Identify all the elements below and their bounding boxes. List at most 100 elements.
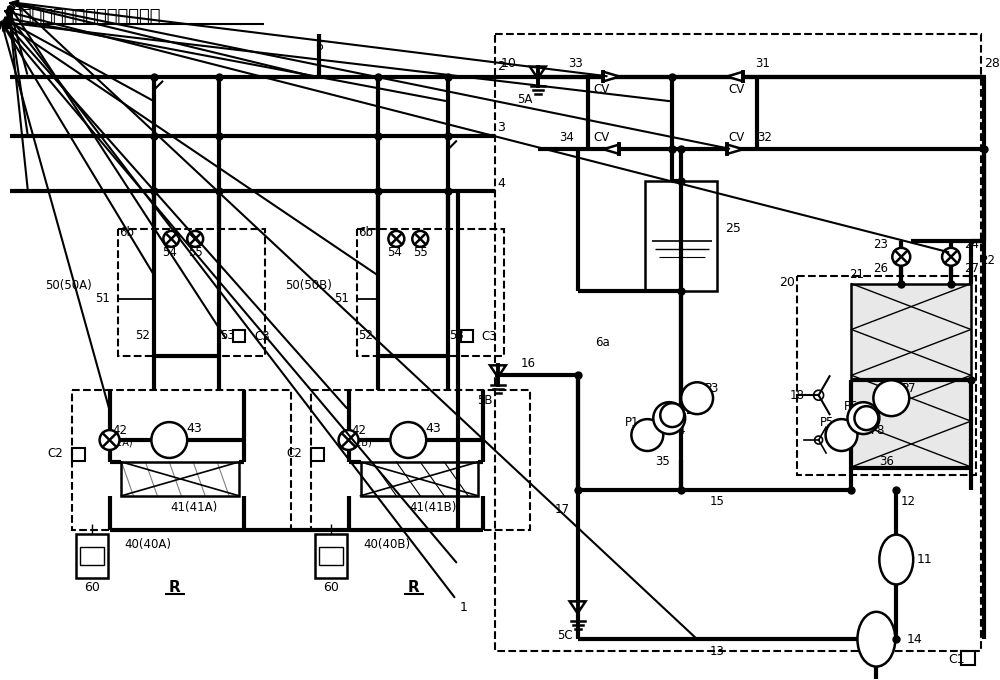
Text: R: R [407, 580, 419, 595]
Text: CV: CV [593, 131, 610, 143]
Circle shape [388, 231, 404, 247]
Circle shape [187, 231, 203, 247]
Text: 10: 10 [501, 57, 517, 70]
Text: 27: 27 [964, 262, 979, 275]
Text: 28: 28 [984, 57, 1000, 70]
Circle shape [854, 406, 878, 430]
Circle shape [390, 422, 426, 458]
Text: 52: 52 [358, 329, 373, 342]
Text: 20: 20 [779, 276, 795, 289]
Text: 6: 6 [315, 40, 323, 53]
Text: C3: C3 [254, 330, 270, 343]
Text: 50(50A): 50(50A) [45, 279, 92, 292]
Text: 14: 14 [906, 632, 922, 646]
Text: 40(40B): 40(40B) [363, 538, 411, 551]
Text: 53: 53 [449, 329, 463, 342]
Bar [319, 547, 343, 564]
Circle shape [660, 403, 684, 427]
Text: 43: 43 [425, 422, 441, 435]
Text: C2: C2 [47, 447, 63, 460]
Circle shape [631, 419, 663, 451]
Bar [797, 275, 976, 475]
Circle shape [892, 248, 910, 266]
Text: 50(50B): 50(50B) [285, 279, 332, 292]
Text: 41(41B): 41(41B) [410, 501, 457, 514]
Text: P4: P4 [672, 424, 686, 437]
Text: 60: 60 [323, 581, 339, 594]
Polygon shape [603, 144, 619, 154]
Bar [76, 534, 108, 579]
Text: 2: 2 [497, 60, 505, 73]
Text: 6b: 6b [359, 226, 374, 239]
Text: 55: 55 [413, 246, 428, 259]
Bar [233, 330, 245, 343]
Text: 1: 1 [460, 601, 468, 614]
Text: 42: 42 [112, 424, 127, 437]
Circle shape [151, 422, 187, 458]
Text: 51: 51 [334, 292, 349, 305]
Bar [80, 547, 104, 564]
Bar [495, 34, 981, 651]
Text: 12: 12 [901, 495, 916, 508]
Ellipse shape [857, 612, 895, 666]
Bar [311, 390, 530, 530]
Circle shape [847, 402, 879, 434]
Polygon shape [727, 72, 743, 82]
Text: 5A: 5A [517, 93, 533, 106]
Text: 21: 21 [849, 268, 864, 282]
Text: P1: P1 [625, 415, 640, 428]
Bar [118, 229, 265, 356]
Circle shape [412, 231, 428, 247]
Text: 24: 24 [964, 239, 979, 252]
Text: 6a: 6a [595, 336, 610, 349]
Text: 6b: 6b [120, 226, 135, 239]
Text: (42B): (42B) [345, 437, 372, 447]
Polygon shape [570, 601, 586, 613]
Polygon shape [727, 144, 743, 154]
Text: 52: 52 [135, 329, 150, 342]
Circle shape [814, 390, 824, 401]
Bar [961, 651, 975, 665]
Text: 43: 43 [186, 422, 202, 435]
Text: 5C: 5C [557, 629, 572, 642]
Bar [121, 462, 239, 496]
Text: 36: 36 [879, 456, 894, 469]
Text: C2: C2 [286, 447, 302, 460]
Text: 23: 23 [873, 239, 888, 252]
Text: 18: 18 [790, 389, 805, 402]
Bar [851, 284, 971, 468]
Text: 32: 32 [757, 131, 772, 143]
Text: C3: C3 [481, 330, 497, 343]
Bar [315, 534, 347, 579]
Text: 4: 4 [497, 177, 505, 190]
Bar [311, 448, 324, 461]
Bar [72, 448, 85, 461]
Text: 40(40A): 40(40A) [124, 538, 171, 551]
Text: P2: P2 [680, 404, 694, 417]
Text: 34: 34 [559, 131, 574, 143]
Circle shape [815, 436, 823, 444]
Text: 35: 35 [655, 456, 670, 469]
Bar [357, 229, 504, 356]
Text: 22: 22 [980, 254, 995, 267]
Text: 25: 25 [725, 222, 741, 235]
Circle shape [873, 380, 909, 416]
Text: 15: 15 [710, 495, 724, 508]
Circle shape [653, 402, 685, 434]
Text: 41(41A): 41(41A) [171, 501, 218, 514]
Bar [72, 390, 291, 530]
Text: 54: 54 [162, 246, 177, 259]
Circle shape [100, 430, 120, 450]
Text: P7: P7 [902, 381, 916, 395]
Text: 60: 60 [84, 581, 100, 594]
Text: CV: CV [729, 131, 745, 143]
Text: CV: CV [593, 83, 610, 96]
Circle shape [681, 382, 713, 414]
Bar [361, 462, 478, 496]
Text: 5B: 5B [477, 394, 493, 407]
Polygon shape [530, 67, 546, 78]
Polygon shape [490, 365, 506, 377]
Ellipse shape [879, 534, 913, 584]
Bar [645, 181, 717, 290]
Text: P3: P3 [705, 381, 719, 395]
